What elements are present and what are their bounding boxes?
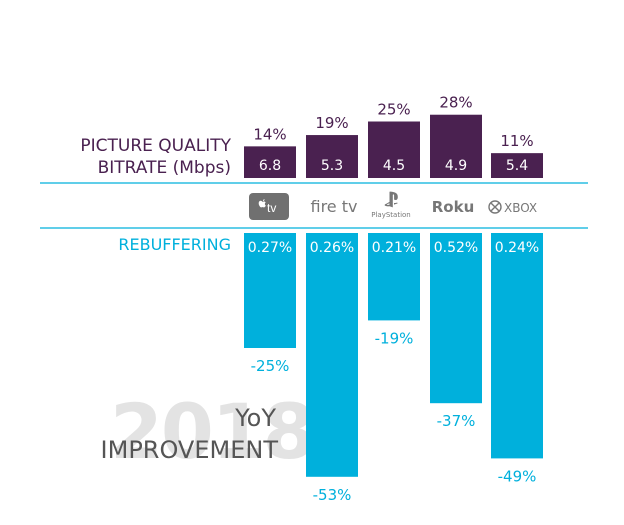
quality-yoy-label-fire-tv: 19% [315, 114, 348, 132]
rebuffering-value-label-apple-tv: 0.27% [248, 240, 292, 256]
rebuffering-yoy-label-fire-tv: -53% [313, 486, 352, 504]
quality-value-label-playstation: 4.5 [383, 158, 405, 174]
quality-bar-fire-tv [306, 135, 358, 178]
rebuffering-yoy-label-apple-tv: -25% [251, 357, 290, 375]
rebuffering-value-label-roku: 0.52% [434, 240, 478, 256]
quality-value-label-xbox: 5.4 [506, 158, 528, 174]
quality-bar-xbox [491, 153, 543, 178]
quality-yoy-label-xbox: 11% [500, 132, 533, 150]
rebuffering-bar-xbox [491, 233, 543, 459]
quality-value-label-fire-tv: 5.3 [321, 158, 343, 174]
apple-tv-logo-icon: tv [249, 193, 289, 220]
quality-yoy-label-roku: 28% [439, 94, 472, 112]
xbox-logo-icon: XBOX [488, 200, 537, 215]
fire-tv-logo: fire tv [311, 197, 358, 216]
quality-bar-apple-tv [244, 146, 296, 178]
yoy-label-line1: YoY [234, 404, 276, 432]
quality-label-line2: BITRATE (Mbps) [98, 158, 231, 178]
platform-logos: tv fire tv PlayStation Roku XBOX [249, 191, 537, 220]
playstation-logo-icon: PlayStation [371, 191, 411, 219]
rebuffering-bar-playstation [368, 233, 420, 321]
quality-yoy-label-playstation: 25% [377, 101, 410, 119]
bars-group: 6.8 14% 0.27% -25% 5.3 19% 0.26% -53% 4.5 25% 0.21… [244, 94, 543, 504]
rebuffering-value-label-xbox: 0.24% [495, 240, 539, 256]
rebuffering-bar-apple-tv [244, 233, 296, 348]
quality-value-label-roku: 4.9 [445, 158, 467, 174]
rebuffering-yoy-label-playstation: -19% [375, 329, 414, 347]
quality-bar-roku [430, 114, 482, 178]
playstation-text: PlayStation [371, 211, 410, 219]
rebuffering-bar-fire-tv [306, 233, 358, 477]
rebuffering-value-label-fire-tv: 0.26% [310, 240, 354, 256]
roku-logo: Roku [432, 198, 475, 216]
rebuffering-label: REBUFFERING [118, 235, 231, 254]
quality-value-label-apple-tv: 6.8 [259, 158, 281, 174]
yoy-label-line2: IMPROVEMENT [101, 436, 279, 464]
year-watermark: 2018 [110, 387, 314, 476]
xbox-text: XBOX [504, 201, 537, 215]
quality-bar-playstation [368, 121, 420, 178]
quality-yoy-label-apple-tv: 14% [253, 125, 286, 143]
rebuffering-value-label-playstation: 0.21% [372, 240, 416, 256]
rebuffering-yoy-label-xbox: -49% [498, 467, 537, 485]
rebuffering-yoy-label-roku: -37% [437, 412, 476, 430]
apple-tv-text: tv [267, 201, 276, 215]
quality-label-line1: PICTURE QUALITY [80, 136, 231, 156]
rebuffering-bar-roku [430, 233, 482, 404]
